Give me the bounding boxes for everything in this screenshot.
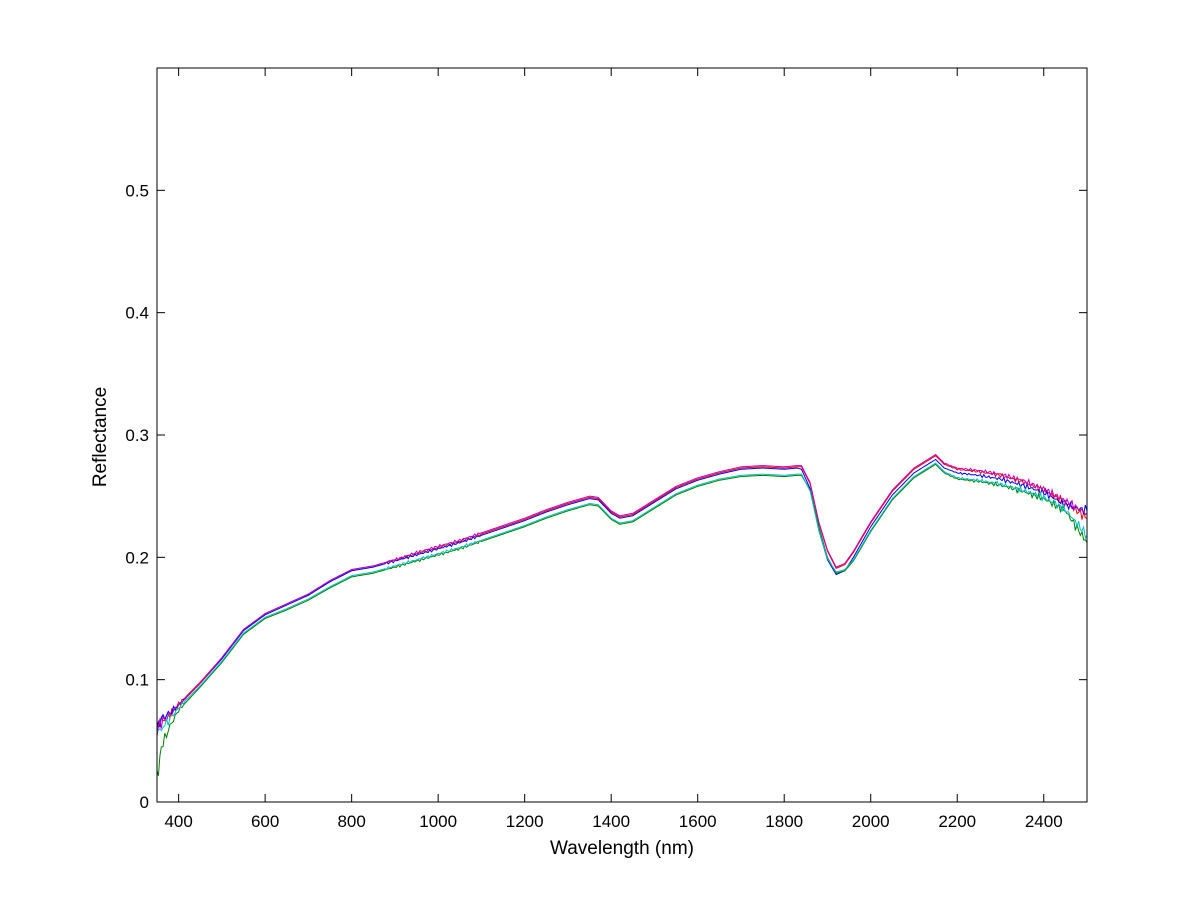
y-tick-label-0: 0 [140, 793, 149, 812]
x-tick-label-1400: 1400 [592, 812, 630, 831]
series-line-3 [156, 453, 1088, 736]
x-tick-label-1600: 1600 [679, 812, 717, 831]
x-tick-label-1800: 1800 [765, 812, 803, 831]
tick-layer: 400 600 800 1000 1200 1400 1600 1800 2000 2200 240… [125, 68, 1087, 831]
x-tick-label-2000: 2000 [852, 812, 890, 831]
x-tick-label-1200: 1200 [506, 812, 544, 831]
plot-frame [156, 67, 1088, 803]
y-tick-label-2: 0.2 [125, 548, 149, 567]
x-tick-label-600: 600 [251, 812, 279, 831]
y-tick-label-1: 0.1 [125, 671, 149, 690]
series-layer [156, 453, 1088, 776]
y-tick-label-3: 0.3 [125, 426, 149, 445]
x-tick-label-2400: 2400 [1025, 812, 1063, 831]
y-tick-label-5: 0.5 [125, 181, 149, 200]
series-line-4 [156, 463, 1088, 776]
x-tick-label-400: 400 [164, 812, 192, 831]
x-tick-label-1000: 1000 [419, 812, 457, 831]
series-line-1 [156, 455, 1088, 737]
y-axis-label: Reflectance [90, 387, 111, 487]
x-tick-label-2200: 2200 [938, 812, 976, 831]
x-axis-label: Wavelength (nm) [550, 838, 694, 859]
y-tick-label-4: 0.4 [125, 304, 149, 323]
series-line-2 [156, 458, 1088, 728]
x-tick-label-800: 800 [337, 812, 365, 831]
series-line-5 [156, 462, 1088, 733]
